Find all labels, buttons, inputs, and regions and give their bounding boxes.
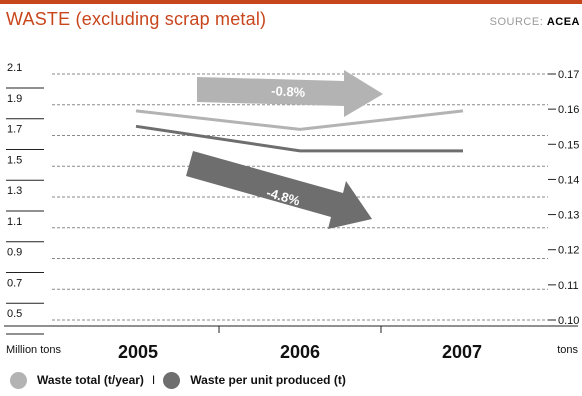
x-category-label: 2007 bbox=[442, 342, 482, 362]
left-axis-unit: Million tons bbox=[6, 344, 62, 356]
left-axis: 2.1 1.9 1.7 1.5 1.3 1.1 0.9 0.7 0.5 bbox=[6, 62, 44, 335]
left-tick-label: 1.9 bbox=[7, 93, 22, 105]
x-category-label: 2005 bbox=[118, 342, 158, 362]
x-category-label: 2006 bbox=[280, 342, 320, 362]
chart-title: WASTE (excluding scrap metal) bbox=[6, 9, 267, 29]
source-credit: SOURCE: ACEA bbox=[490, 16, 580, 28]
trend-arrow bbox=[197, 70, 383, 117]
right-tick-label: 0.11 bbox=[558, 280, 579, 292]
left-tick-label: 1.1 bbox=[7, 216, 22, 228]
left-tick-label: 1.7 bbox=[7, 124, 22, 136]
trend-annotation: -0.8% bbox=[271, 83, 306, 100]
right-tick-label: 0.14 bbox=[558, 174, 579, 186]
left-tick-label: 0.5 bbox=[7, 308, 22, 320]
right-tick-label: 0.10 bbox=[558, 315, 579, 327]
right-tick-label: 0.13 bbox=[558, 210, 579, 222]
legend-swatch-total bbox=[10, 371, 27, 389]
right-tick-label: 0.17 bbox=[558, 69, 579, 81]
left-tick-label: 2.1 bbox=[7, 62, 22, 74]
legend-separator: I bbox=[151, 373, 156, 387]
left-tick-label: 1.3 bbox=[7, 185, 22, 197]
right-axis: 0.17 0.16 0.15 0.14 0.13 0.12 0.11 0.10 bbox=[548, 69, 579, 327]
source-org: ACEA bbox=[546, 16, 580, 28]
left-tick-label: 0.7 bbox=[7, 277, 22, 289]
right-tick-label: 0.12 bbox=[558, 245, 579, 257]
left-tick-label: 1.5 bbox=[7, 154, 22, 166]
series-line bbox=[135, 109, 464, 131]
legend: Waste total (t/year) I Waste per unit pr… bbox=[10, 370, 354, 390]
legend-swatch-per-unit bbox=[163, 371, 181, 389]
series-line bbox=[135, 124, 463, 153]
top-rule bbox=[0, 0, 582, 4]
left-tick-label: 0.9 bbox=[7, 247, 22, 259]
source-prefix: SOURCE: bbox=[489, 16, 547, 28]
trend-arrow bbox=[186, 151, 372, 229]
x-axis: 2005 2006 2007 bbox=[4, 325, 578, 362]
right-tick-label: 0.15 bbox=[558, 139, 579, 151]
legend-label-total: Waste total (t/year) bbox=[37, 373, 144, 387]
legend-label-per-unit: Waste per unit produced (t) bbox=[190, 373, 346, 387]
right-axis-unit: tons bbox=[557, 344, 578, 356]
right-tick-label: 0.16 bbox=[558, 104, 579, 116]
series-lines bbox=[135, 109, 464, 153]
